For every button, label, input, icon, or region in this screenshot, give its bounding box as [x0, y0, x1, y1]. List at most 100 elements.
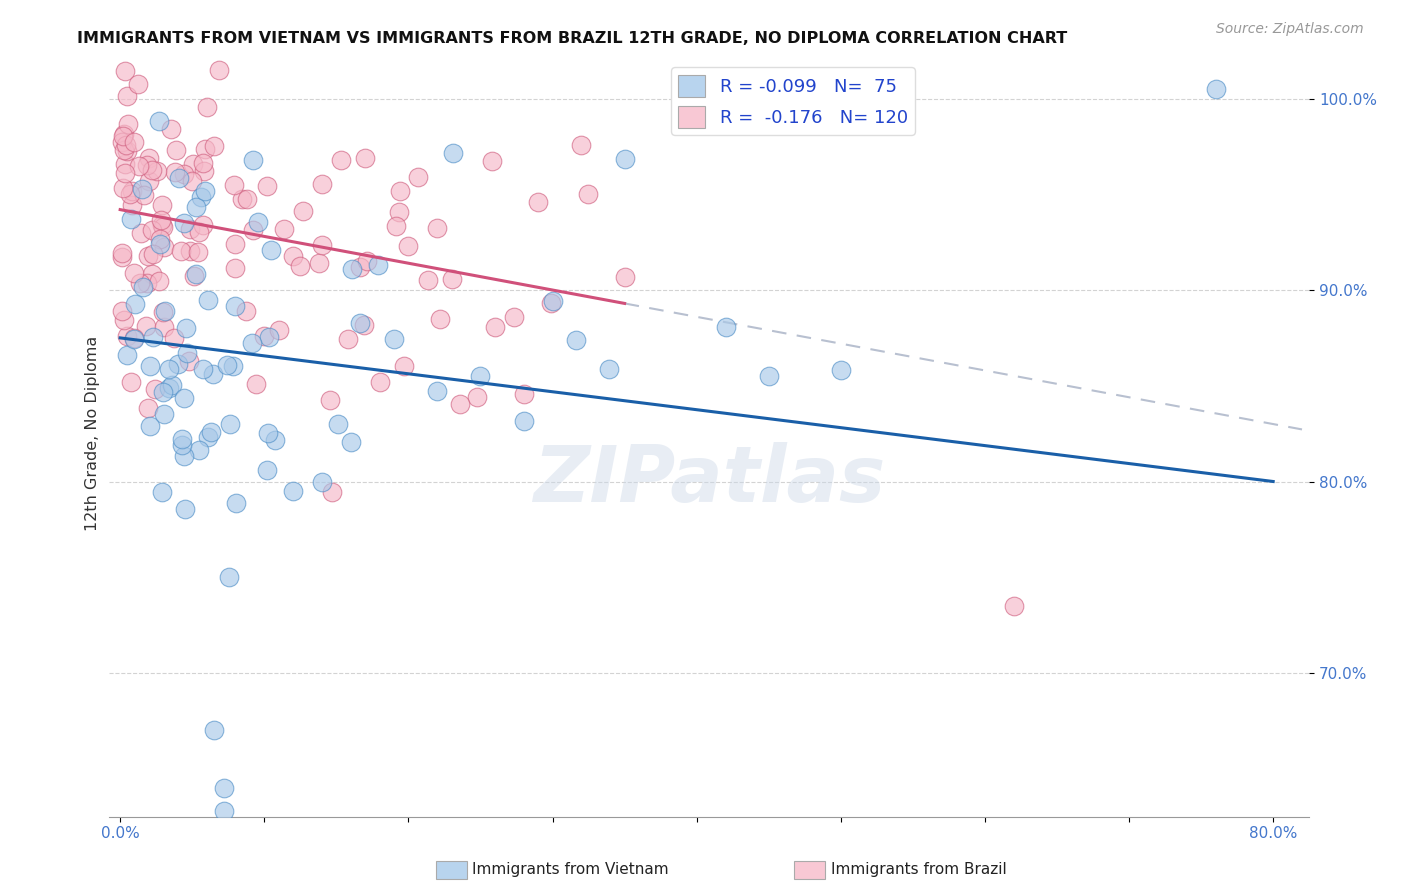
- Point: [136, 249, 159, 263]
- Point: [440, 272, 463, 286]
- Point: [257, 330, 280, 344]
- Point: [162, 331, 184, 345]
- Point: [111, 251, 134, 265]
- Point: [128, 276, 150, 290]
- Point: [354, 151, 377, 165]
- Point: [176, 346, 198, 360]
- Point: [311, 475, 333, 489]
- Point: [349, 316, 371, 330]
- Point: [240, 336, 263, 351]
- Point: [143, 382, 166, 396]
- Point: [120, 212, 142, 227]
- Point: [183, 269, 205, 284]
- Point: [242, 223, 264, 237]
- Point: [112, 127, 135, 141]
- Point: [465, 391, 488, 405]
- Point: [349, 260, 371, 274]
- Point: [484, 320, 506, 334]
- Point: [187, 443, 209, 458]
- Point: [388, 184, 411, 198]
- Point: [231, 192, 253, 206]
- Point: [1205, 82, 1227, 96]
- Point: [173, 450, 195, 464]
- Point: [124, 332, 146, 346]
- Text: Immigrants from Vietnam: Immigrants from Vietnam: [472, 863, 669, 877]
- Point: [111, 304, 134, 318]
- Point: [330, 153, 353, 167]
- Point: [256, 463, 278, 477]
- Point: [288, 259, 311, 273]
- Point: [212, 804, 235, 818]
- Point: [527, 194, 550, 209]
- Point: [441, 146, 464, 161]
- Point: [152, 385, 174, 400]
- Point: [200, 425, 222, 439]
- Point: [353, 318, 375, 332]
- Point: [540, 295, 562, 310]
- Point: [177, 353, 200, 368]
- Point: [339, 434, 361, 449]
- Point: [273, 221, 295, 235]
- Point: [166, 357, 188, 371]
- Point: [224, 299, 246, 313]
- Point: [235, 303, 257, 318]
- Point: [235, 192, 257, 206]
- Legend: R = -0.099   N=  75, R =  -0.176   N= 120: R = -0.099 N= 75, R = -0.176 N= 120: [671, 68, 915, 135]
- Point: [449, 397, 471, 411]
- Point: [328, 417, 350, 431]
- Point: [117, 117, 139, 131]
- Point: [111, 245, 134, 260]
- Point: [202, 139, 225, 153]
- Point: [152, 305, 174, 319]
- Point: [141, 223, 163, 237]
- Point: [127, 77, 149, 91]
- Point: [215, 358, 238, 372]
- Point: [541, 293, 564, 308]
- Text: IMMIGRANTS FROM VIETNAM VS IMMIGRANTS FROM BRAZIL 12TH GRADE, NO DIPLOMA CORRELA: IMMIGRANTS FROM VIETNAM VS IMMIGRANTS FR…: [77, 31, 1067, 46]
- Point: [308, 256, 330, 270]
- Point: [257, 425, 280, 440]
- Point: [179, 244, 201, 258]
- Point: [115, 144, 138, 158]
- Point: [194, 142, 217, 156]
- Point: [135, 318, 157, 333]
- Point: [110, 135, 132, 149]
- Point: [121, 198, 143, 212]
- Point: [512, 387, 534, 401]
- Point: [714, 319, 737, 334]
- Point: [212, 780, 235, 795]
- Point: [830, 363, 852, 377]
- Point: [564, 333, 586, 347]
- Point: [202, 723, 225, 738]
- Point: [222, 178, 245, 193]
- Point: [153, 240, 176, 254]
- Point: [613, 270, 636, 285]
- Point: [157, 381, 180, 395]
- Point: [139, 419, 162, 434]
- Point: [367, 258, 389, 272]
- Point: [208, 62, 231, 77]
- Point: [112, 143, 135, 157]
- Point: [426, 384, 449, 399]
- Point: [311, 178, 333, 192]
- Point: [186, 200, 208, 214]
- Point: [245, 377, 267, 392]
- Y-axis label: 12th Grade, No Diploma: 12th Grade, No Diploma: [86, 336, 100, 532]
- Point: [184, 267, 207, 281]
- Point: [1002, 599, 1025, 613]
- Point: [138, 151, 160, 165]
- Point: [613, 152, 636, 166]
- Point: [195, 100, 218, 114]
- Point: [139, 359, 162, 374]
- Text: ZIPatlas: ZIPatlas: [533, 442, 884, 517]
- Point: [291, 204, 314, 219]
- Point: [281, 249, 304, 263]
- Point: [124, 297, 146, 311]
- Point: [253, 329, 276, 343]
- Point: [128, 159, 150, 173]
- Point: [181, 174, 204, 188]
- Point: [173, 167, 195, 181]
- Point: [114, 157, 136, 171]
- Point: [336, 332, 359, 346]
- Point: [172, 432, 194, 446]
